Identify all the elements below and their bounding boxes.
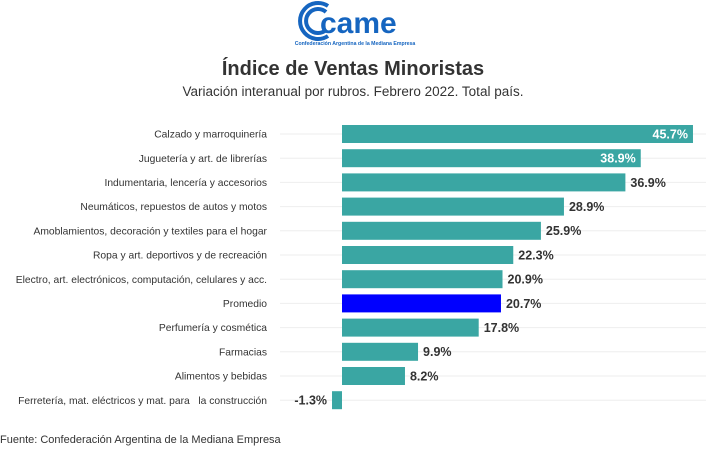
value-label: 8.2% [410,369,439,383]
bar [342,149,641,168]
value-label: 17.8% [484,321,519,335]
category-label: Amoblamientos, decoración y textiles par… [33,226,267,237]
category-label: Juguetería y art. de librerías [139,154,267,165]
bar [342,342,419,361]
category-label: Perfumería y cosmética [159,323,267,334]
value-label: 25.9% [546,224,581,238]
value-label: 28.9% [569,200,604,214]
value-label: 22.3% [518,248,553,262]
value-label: 20.7% [506,297,541,311]
category-label: Ropa y art. deportivos y de recreación [93,251,267,262]
bar [342,294,501,313]
labels: Calzado y marroquinería 45.7% Juguetería y… [16,127,688,407]
bar [342,246,514,264]
chart-title: Índice de Ventas Minoristas [221,58,485,80]
bar-chart: Calzado y marroquinería 45.7% Juguetería y… [16,125,706,410]
came-logo-mark: came [298,1,397,41]
category-label: Promedio [223,299,267,310]
category-label: Calzado y marroquinería [154,130,267,141]
category-label: Electro, art. electrónicos, computación,… [16,275,267,286]
bar [342,125,693,143]
chart-subtitle: Variación interanual por rubros. Febrero… [182,84,524,99]
value-label: 38.9% [600,152,635,166]
source-note: Fuente: Confederación Argentina de la Me… [0,434,281,446]
category-label: Indumentaria, lencería y accesorios [104,178,267,189]
category-label: Alimentos y bebidas [175,372,267,383]
value-label: 20.9% [508,273,543,287]
value-label: -1.3% [294,394,327,408]
category-label: Ferretería, mat. eléctricos y mat. para … [18,396,267,407]
bar [342,221,541,240]
bar [332,391,342,410]
logo-tagline: Confederación Argentina de la Mediana Em… [294,41,416,47]
bars [332,125,693,410]
value-label: 9.9% [423,345,452,359]
value-label: 45.7% [653,127,688,141]
category-label: Neumáticos, repuestos de autos y motos [80,202,267,213]
bar [342,318,479,337]
came-logo: came Confederación Argentina de la Media… [290,0,420,52]
bar [342,270,503,289]
bar [342,197,564,216]
bar [342,173,626,192]
category-label: Farmacias [219,347,267,358]
came-logo-wordmark: came [320,7,397,40]
value-label: 36.9% [630,176,665,190]
bar [342,367,405,385]
